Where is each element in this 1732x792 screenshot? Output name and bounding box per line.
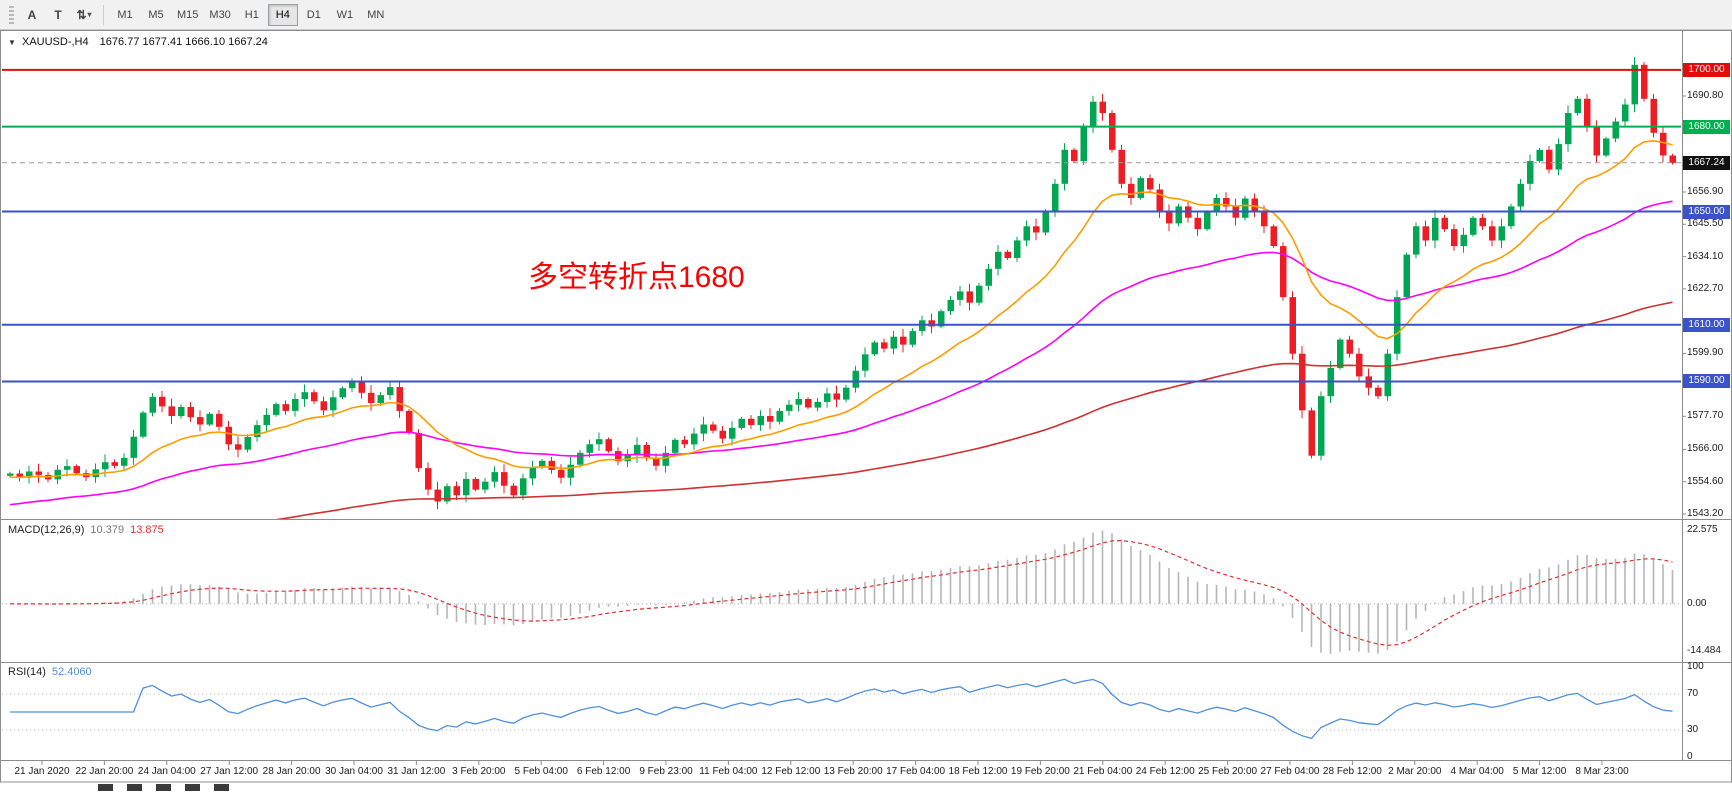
dropdown-caret-icon: ▾	[87, 10, 92, 19]
timeframe-button-M30[interactable]: M30	[204, 4, 235, 26]
chart-window-frame	[0, 30, 1732, 783]
timeframe-button-D1[interactable]: D1	[299, 4, 329, 26]
rsi-line	[10, 678, 1673, 740]
timeframe-button-MN[interactable]: MN	[361, 4, 391, 26]
timeframe-buttons: M1 M5 M15 M30 H1 H4 D1 W1 MN	[110, 3, 391, 26]
ma-slow-line[interactable]	[10, 301, 1673, 556]
text-label-button[interactable]: T	[45, 3, 71, 27]
taskbar-icon[interactable]	[156, 784, 171, 791]
toolbar-separator	[103, 4, 104, 25]
timeframe-button-M1[interactable]: M1	[110, 4, 140, 26]
arrows-tool-button[interactable]: ⇅ ▾	[71, 3, 97, 27]
timeframe-button-H1[interactable]: H1	[237, 4, 267, 26]
taskbar-icon[interactable]	[127, 784, 142, 791]
timeframe-button-W1[interactable]: W1	[330, 4, 360, 26]
updown-arrows-icon: ⇅	[76, 7, 87, 22]
ma-fast-line[interactable]	[10, 139, 1673, 479]
taskbar-icon[interactable]	[98, 784, 113, 791]
taskbar-icons	[98, 784, 229, 791]
macd-histogram	[2, 530, 1681, 654]
timeframe-button-H4[interactable]: H4	[267, 3, 298, 26]
toolbar-grip[interactable]	[9, 5, 14, 24]
taskbar-icon[interactable]	[214, 784, 229, 791]
timeframe-button-M15[interactable]: M15	[172, 4, 203, 26]
timeframe-button-M5[interactable]: M5	[141, 4, 171, 26]
ma-medium-line[interactable]	[9, 200, 1673, 506]
taskbar-icon[interactable]	[185, 784, 200, 791]
macd-signal-line	[9, 539, 1673, 646]
toolbar: A T ⇅ ▾ M1 M5 M15 M30 H1 H4 D1 W1 MN	[0, 0, 1732, 30]
text-annotation-button[interactable]: A	[19, 3, 45, 27]
